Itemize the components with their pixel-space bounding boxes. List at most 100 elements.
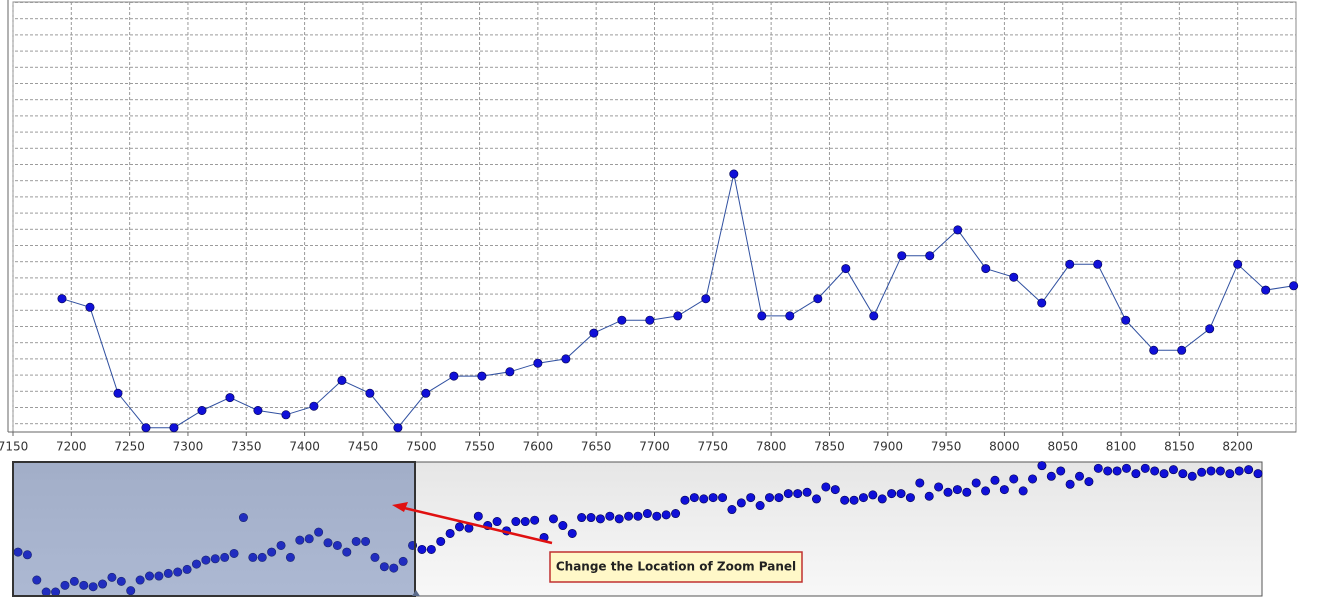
point	[197, 405, 207, 415]
point	[708, 493, 718, 503]
point	[533, 358, 543, 368]
point	[79, 580, 89, 590]
point	[811, 494, 821, 504]
x-tick-label: 8200	[1222, 440, 1253, 454]
point	[1112, 466, 1122, 476]
x-tick-label: 7750	[698, 440, 729, 454]
point	[1140, 463, 1150, 473]
point	[934, 482, 944, 492]
point	[642, 509, 652, 519]
point	[1103, 466, 1113, 476]
point	[729, 169, 739, 179]
point	[548, 514, 558, 524]
point	[645, 315, 655, 325]
point	[361, 536, 371, 546]
point	[727, 505, 737, 515]
x-tick-label: 7150	[0, 440, 28, 454]
point	[699, 494, 709, 504]
point	[671, 509, 681, 519]
point	[98, 579, 108, 589]
point	[614, 514, 624, 524]
point	[342, 547, 352, 557]
point	[182, 564, 192, 574]
x-tick-label: 7350	[231, 440, 262, 454]
point	[841, 264, 851, 274]
point	[1046, 471, 1056, 481]
point	[673, 311, 683, 321]
point	[765, 493, 775, 503]
point	[813, 294, 823, 304]
overview-layer	[13, 461, 1263, 597]
point	[389, 563, 399, 573]
point	[999, 485, 1009, 495]
point	[1187, 471, 1197, 481]
point	[869, 311, 879, 321]
point	[1093, 259, 1103, 269]
point	[802, 487, 812, 497]
point	[718, 493, 728, 503]
point	[69, 576, 79, 586]
point	[924, 491, 934, 501]
zoom-handle[interactable]	[412, 590, 420, 596]
point	[201, 555, 211, 565]
point	[633, 511, 643, 521]
point	[605, 511, 615, 521]
point	[276, 540, 286, 550]
point	[785, 311, 795, 321]
point	[1121, 463, 1131, 473]
x-tick-label: 7450	[348, 440, 379, 454]
point	[1075, 471, 1085, 481]
zoom-window[interactable]	[12, 461, 416, 597]
point	[624, 511, 634, 521]
point	[141, 423, 151, 433]
point	[210, 554, 220, 564]
point	[281, 410, 291, 420]
point	[897, 251, 907, 261]
point	[981, 264, 991, 274]
x-tick-label: 7300	[173, 440, 204, 454]
point	[1093, 463, 1103, 473]
point	[57, 294, 67, 304]
point	[943, 487, 953, 497]
point	[1177, 345, 1187, 355]
point	[1084, 477, 1094, 487]
point	[530, 515, 540, 525]
point	[191, 559, 201, 569]
x-tick-label: 7700	[639, 440, 670, 454]
point	[85, 302, 95, 312]
point	[990, 475, 1000, 485]
x-tick-label: 7850	[814, 440, 845, 454]
point	[32, 575, 42, 585]
point	[661, 510, 671, 520]
point	[1205, 324, 1215, 334]
point	[323, 538, 333, 548]
point	[511, 517, 521, 527]
point	[126, 586, 136, 596]
point	[1159, 469, 1169, 479]
point	[915, 478, 925, 488]
point	[567, 528, 577, 538]
point	[421, 388, 431, 398]
point	[971, 478, 981, 488]
point	[1037, 461, 1047, 471]
point	[736, 498, 746, 508]
point	[617, 315, 627, 325]
point	[896, 489, 906, 499]
point	[1197, 467, 1207, 477]
point	[253, 405, 263, 415]
point	[1168, 465, 1178, 475]
point	[257, 552, 267, 562]
point	[783, 489, 793, 499]
point	[473, 511, 483, 521]
point	[905, 493, 915, 503]
point	[332, 540, 342, 550]
point	[1131, 469, 1141, 479]
point	[1028, 474, 1038, 484]
point	[22, 550, 32, 560]
point	[1037, 298, 1047, 308]
point	[840, 495, 850, 505]
point	[173, 567, 183, 577]
point	[774, 493, 784, 503]
point	[558, 521, 568, 531]
